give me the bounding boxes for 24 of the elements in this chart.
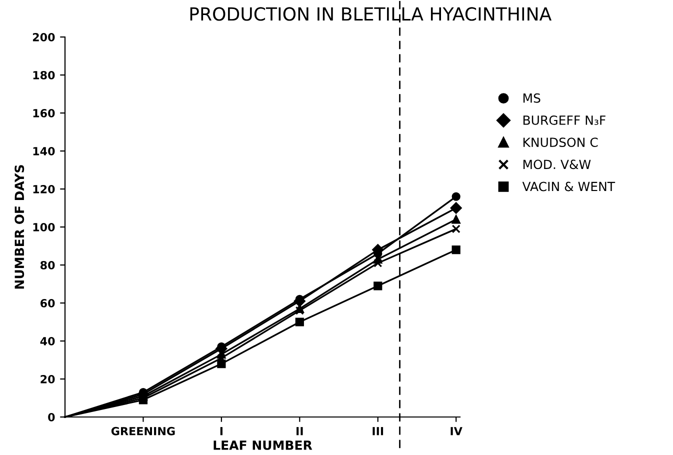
y-tick-label: 140 [33, 146, 55, 156]
x-tick-label: IV [450, 427, 462, 436]
y-tick-label: 20 [40, 374, 55, 384]
legend-label: VACIN & WENT [522, 182, 616, 192]
y-tick-label: 160 [33, 108, 55, 118]
x-tick-label: GREENING [111, 426, 175, 436]
y-tick-label: 100 [33, 222, 55, 232]
y-tick-label: 80 [40, 260, 55, 270]
y-tick-label: 120 [33, 184, 55, 194]
legend-label: MOD. V&W [523, 160, 591, 170]
x-tick-label: II [296, 427, 303, 436]
x-tick-label: I [220, 427, 222, 436]
y-tick-label: 60 [40, 298, 55, 308]
legend-label: BURGEFF N₃F [523, 115, 606, 125]
y-axis-title: NUMBER OF DAYS [14, 165, 24, 289]
y-tick-label: 200 [32, 32, 55, 42]
y-tick-label: 0 [48, 412, 55, 422]
legend-label: MS [523, 93, 540, 103]
y-tick-label: 180 [33, 70, 55, 80]
y-tick-label: 40 [40, 336, 55, 346]
x-tick-label: III [372, 427, 384, 436]
legend-label: KNUDSON C [523, 138, 598, 148]
chart-title: PRODUCTION IN BLETILLA HYACINTHINA [190, 7, 552, 21]
x-axis-title: LEAF NUMBER [214, 440, 312, 450]
